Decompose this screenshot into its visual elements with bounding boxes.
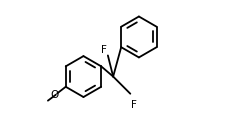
Text: F: F bbox=[131, 100, 137, 110]
Text: O: O bbox=[50, 90, 59, 100]
Text: F: F bbox=[101, 45, 107, 55]
